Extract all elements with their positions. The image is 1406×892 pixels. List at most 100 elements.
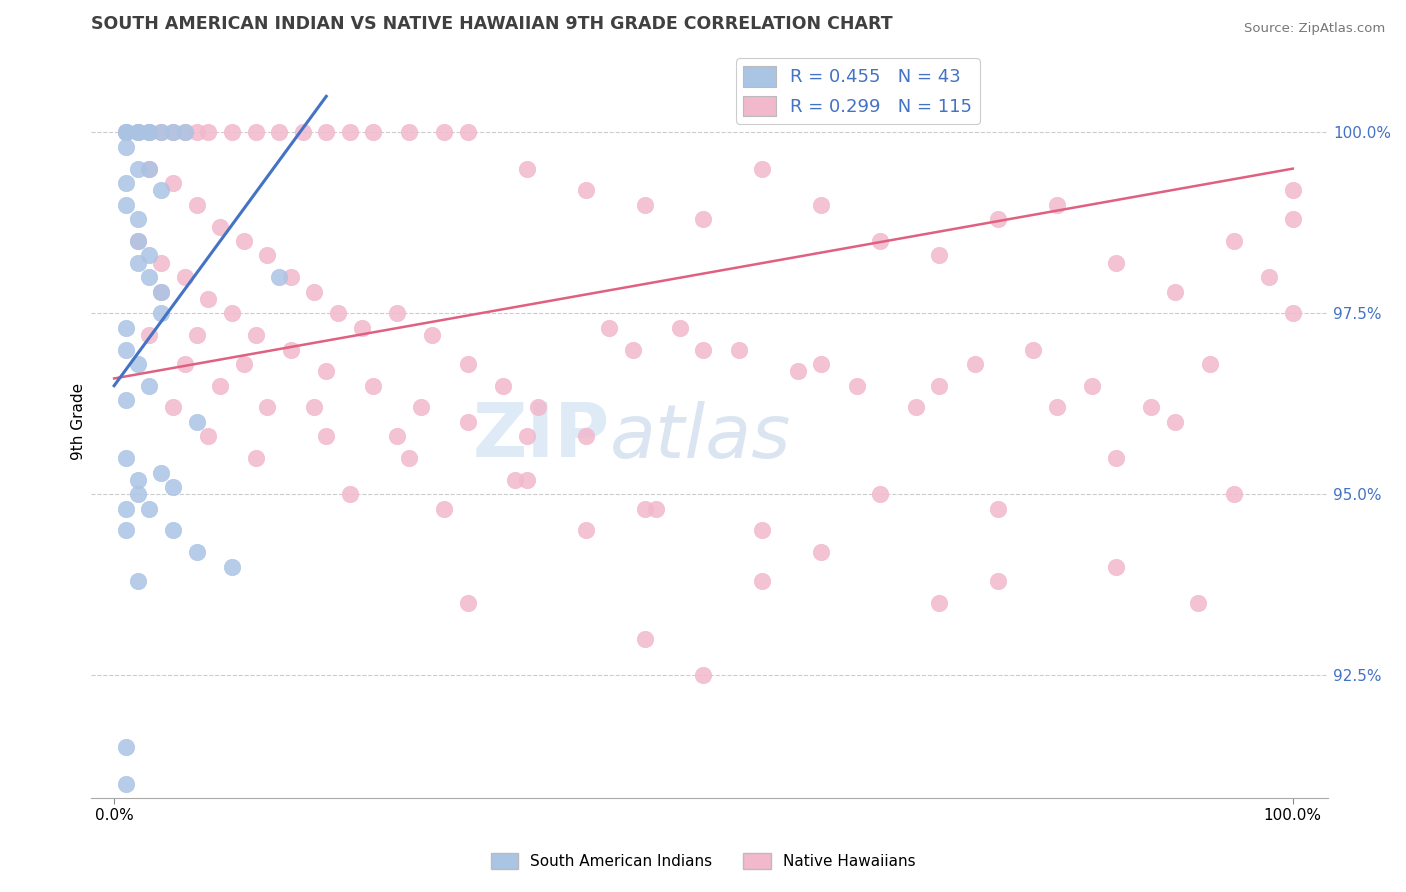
Point [516,161,538,176]
Point [1281,212,1303,227]
Point [127,126,149,140]
Point [987,212,1010,227]
Point [1281,183,1303,197]
Point [457,126,479,140]
Point [232,234,254,248]
Point [928,596,950,610]
Point [315,126,337,140]
Point [256,401,278,415]
Point [115,450,138,465]
Point [398,126,420,140]
Point [645,501,668,516]
Point [186,545,208,559]
Point [315,429,337,443]
Point [457,596,479,610]
Point [621,343,644,357]
Point [127,256,149,270]
Point [138,126,160,140]
Point [1105,450,1128,465]
Point [162,176,184,190]
Point [574,429,596,443]
Point [115,343,138,357]
Point [150,256,173,270]
Point [245,126,267,140]
Point [127,473,149,487]
Point [197,292,219,306]
Point [115,524,138,538]
Point [385,306,408,320]
Point [633,198,655,212]
Point [280,343,302,357]
Point [127,487,149,501]
Point [633,632,655,646]
Point [150,126,173,140]
Point [492,378,515,392]
Point [138,126,160,140]
Point [869,487,891,501]
Point [197,429,219,443]
Point [232,357,254,371]
Text: Source: ZipAtlas.com: Source: ZipAtlas.com [1244,22,1385,36]
Point [209,378,232,392]
Point [138,378,160,392]
Point [245,450,267,465]
Point [385,429,408,443]
Point [574,524,596,538]
Point [269,270,291,285]
Point [280,270,302,285]
Point [339,126,361,140]
Point [422,328,444,343]
Point [1164,415,1187,429]
Point [928,248,950,262]
Point [363,126,385,140]
Point [150,285,173,299]
Point [221,126,243,140]
Point [516,473,538,487]
Point [1281,306,1303,320]
Point [221,306,243,320]
Point [350,321,373,335]
Point [963,357,986,371]
Point [245,328,267,343]
Point [186,198,208,212]
Point [138,161,160,176]
Point [138,161,160,176]
Point [457,357,479,371]
Point [1223,487,1246,501]
Point [209,219,232,234]
Point [516,429,538,443]
Point [339,487,361,501]
Y-axis label: 9th Grade: 9th Grade [72,384,86,460]
Point [904,401,927,415]
Point [115,176,138,190]
Point [138,501,160,516]
Point [363,378,385,392]
Point [810,198,832,212]
Point [186,415,208,429]
Point [409,401,432,415]
Point [115,321,138,335]
Point [291,126,314,140]
Point [1258,270,1281,285]
Point [1105,559,1128,574]
Point [138,126,160,140]
Point [127,126,149,140]
Point [173,270,195,285]
Point [127,212,149,227]
Point [692,668,714,682]
Point [127,234,149,248]
Point [692,343,714,357]
Point [1105,256,1128,270]
Point [727,343,749,357]
Point [162,126,184,140]
Point [186,328,208,343]
Point [1164,285,1187,299]
Point [987,501,1010,516]
Text: ZIP: ZIP [472,401,610,474]
Point [150,466,173,480]
Point [138,248,160,262]
Legend: R = 0.455   N = 43, R = 0.299   N = 115: R = 0.455 N = 43, R = 0.299 N = 115 [737,59,980,124]
Point [786,364,808,378]
Point [173,126,195,140]
Point [197,126,219,140]
